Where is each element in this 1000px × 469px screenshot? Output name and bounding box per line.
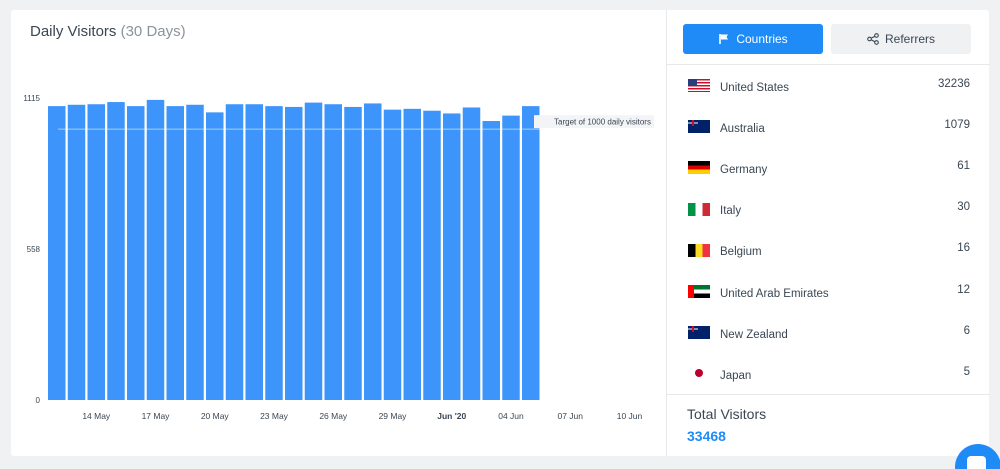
country-count: 32236 <box>938 77 970 90</box>
chart-bar <box>127 106 145 401</box>
chart-bar <box>265 106 283 401</box>
chart-bar <box>206 112 224 400</box>
x-tick-label: 17 May <box>142 411 171 421</box>
new-zealand-flag-icon <box>688 326 710 340</box>
x-tick-label: Jun '20 <box>437 411 466 421</box>
chart-bar <box>87 104 105 400</box>
chart-bar <box>423 110 441 400</box>
uae-flag-icon <box>688 285 710 299</box>
chart-bar <box>462 107 481 400</box>
country-count: 30 <box>957 201 970 214</box>
chat-launcher-button[interactable] <box>955 444 1000 469</box>
list-item[interactable]: Japan 5 <box>667 353 990 394</box>
list-item[interactable]: United States 32236 <box>667 65 990 106</box>
flag-icon <box>719 34 729 44</box>
x-tick-label: 26 May <box>319 411 348 421</box>
country-count: 12 <box>957 283 970 296</box>
country-name: Belgium <box>720 246 762 259</box>
chart-bar <box>285 106 303 401</box>
chart-bar <box>48 106 66 401</box>
country-count: 5 <box>963 365 970 378</box>
chart-subtitle: (30 Days) <box>120 23 186 40</box>
breakdown-panel: Countries Referrers United States 32236 <box>666 10 990 456</box>
y-tick-label: 558 <box>27 245 41 254</box>
chart-panel: Daily Visitors (30 Days) 0 558 1115 Target … <box>11 10 666 456</box>
country-name: New Zealand <box>720 328 788 341</box>
list-item[interactable]: United Arab Emirates 12 <box>667 271 990 312</box>
target-label: Target of 1000 daily visitors <box>554 118 651 127</box>
chart-bar <box>186 104 204 400</box>
target-label-bg <box>534 115 654 129</box>
daily-visitors-chart: 0 558 1115 Target of 1000 daily visitors 14 … <box>23 94 656 421</box>
country-count: 16 <box>957 242 970 255</box>
tab-countries[interactable]: Countries <box>683 24 823 54</box>
share-icon <box>867 33 879 45</box>
chart-bar <box>67 104 86 400</box>
chart-bar <box>225 104 244 400</box>
chart-bar <box>324 104 342 400</box>
chart-bar <box>245 104 263 400</box>
country-name: Germany <box>720 163 768 176</box>
belgium-flag-icon <box>688 243 710 257</box>
country-name: United States <box>720 81 790 94</box>
chart-bar <box>502 115 520 400</box>
y-tick-label: 0 <box>36 396 41 405</box>
country-count: 1079 <box>944 118 970 131</box>
country-name: Japan <box>720 369 752 382</box>
us-flag-icon <box>688 79 710 93</box>
chat-icon <box>967 456 986 469</box>
germany-flag-icon <box>688 161 710 175</box>
japan-flag-icon <box>688 367 710 381</box>
list-item[interactable]: Australia 1079 <box>667 106 990 147</box>
country-list[interactable]: United States 32236 Australia 1079 Germa… <box>667 65 990 395</box>
tab-referrers[interactable]: Referrers <box>831 24 971 54</box>
x-tick-label: 07 Jun <box>557 411 583 421</box>
country-name: Australia <box>720 122 765 135</box>
list-item[interactable]: Italy 30 <box>667 189 990 230</box>
chart-bar <box>364 103 382 400</box>
chart-bar <box>304 102 323 400</box>
visitors-card: Daily Visitors (30 Days) 0 558 1115 Target … <box>11 10 990 456</box>
italy-flag-icon <box>688 202 710 216</box>
list-item[interactable]: New Zealand 6 <box>667 312 990 353</box>
country-count: 61 <box>957 159 970 172</box>
x-tick-label: 10 Jun <box>617 411 643 421</box>
x-tick-label: 29 May <box>379 411 408 421</box>
y-tick-label: 1115 <box>23 94 40 103</box>
x-tick-label: 20 May <box>201 411 230 421</box>
chart-title: Daily Visitors (30 Days) <box>30 23 186 40</box>
tab-countries-label: Countries <box>736 32 788 46</box>
chart-bar <box>383 109 402 400</box>
australia-flag-icon <box>688 120 710 134</box>
country-name: Italy <box>720 205 742 218</box>
chart-bar <box>403 108 421 400</box>
divider <box>667 394 990 395</box>
x-tick-label: 23 May <box>260 411 289 421</box>
total-visitors-label: Total Visitors <box>687 406 767 422</box>
chart-bar <box>344 106 362 401</box>
breakdown-tabs: Countries Referrers <box>683 24 971 54</box>
list-item[interactable]: Belgium 16 <box>667 230 990 271</box>
chart-bar <box>522 106 540 401</box>
total-visitors-value: 33468 <box>687 428 726 444</box>
chart-bar <box>146 99 165 400</box>
x-tick-label: 04 Jun <box>498 411 524 421</box>
x-tick-label: 14 May <box>82 411 111 421</box>
country-name: United Arab Emirates <box>720 287 829 300</box>
chart-bar <box>482 121 500 400</box>
tab-referrers-label: Referrers <box>884 32 935 46</box>
list-item[interactable]: Germany 61 <box>667 147 990 188</box>
country-count: 6 <box>963 324 970 337</box>
divider <box>667 64 990 65</box>
chart-bar <box>443 113 461 400</box>
chart-bar <box>107 102 125 400</box>
chart-bar <box>166 106 184 401</box>
chart-title-text: Daily Visitors <box>30 23 117 40</box>
